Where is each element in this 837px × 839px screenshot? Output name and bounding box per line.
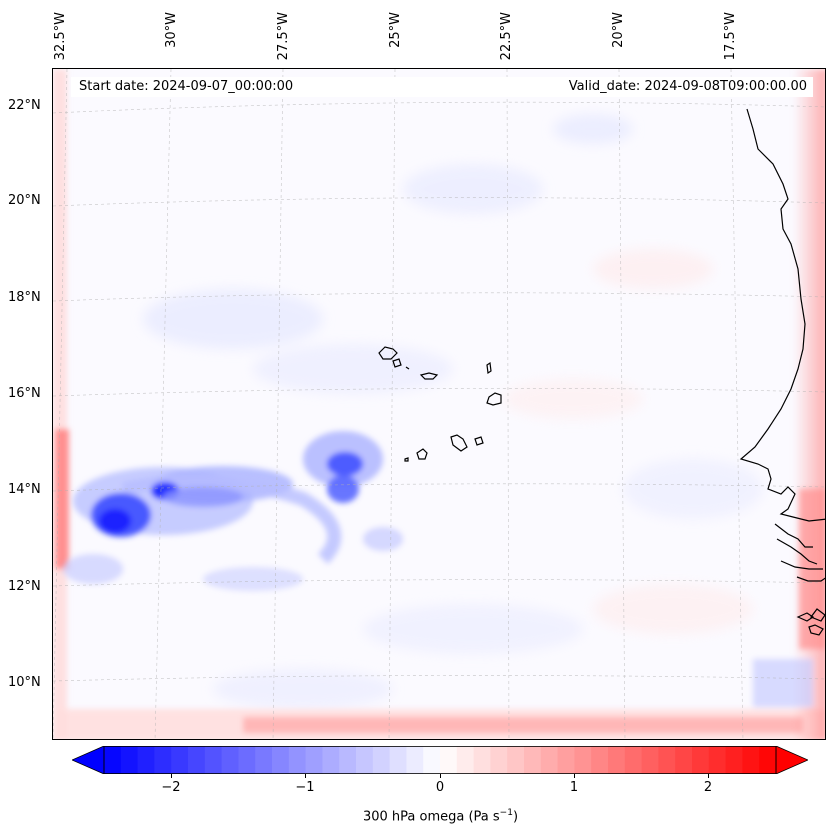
colorbar-cell bbox=[288, 746, 307, 774]
cb-tickmark bbox=[708, 774, 709, 778]
graticule bbox=[53, 69, 825, 739]
colorbar-max-extend bbox=[775, 746, 808, 774]
colorbar-min-extend bbox=[72, 746, 105, 774]
colorbar-label-suffix: ) bbox=[512, 809, 519, 825]
colorbar-cell bbox=[255, 746, 273, 774]
cb-tickmark bbox=[440, 774, 441, 778]
lon-label-17-5w: 17.5°W bbox=[723, 12, 738, 61]
colorbar-cell bbox=[104, 746, 122, 774]
colorbar-cell bbox=[423, 746, 441, 774]
colorbar bbox=[72, 746, 808, 774]
info-banner: Start date: 2024-09-07_00:00:00 Valid_da… bbox=[71, 77, 813, 97]
colorbar-cell bbox=[692, 746, 710, 774]
colorbar-cell bbox=[305, 746, 323, 774]
cb-tickmark bbox=[305, 774, 306, 778]
colorbar-cell bbox=[490, 746, 508, 774]
cb-tick-label: 0 bbox=[435, 780, 445, 795]
colorbar-cell bbox=[540, 746, 559, 774]
colorbar-label: 300 hPa omega (Pa s−1) bbox=[0, 808, 837, 824]
colorbar-cell bbox=[171, 746, 189, 774]
colorbar-cell bbox=[658, 746, 676, 774]
colorbar-cell bbox=[759, 746, 777, 774]
cb-tick-label: −1 bbox=[295, 780, 315, 795]
coastline bbox=[739, 108, 825, 636]
cb-tick-label: −2 bbox=[161, 780, 181, 795]
convective-band bbox=[63, 431, 403, 591]
colorbar-cell bbox=[591, 746, 609, 774]
colorbar-cell bbox=[322, 746, 340, 774]
colorbar-cell bbox=[339, 746, 357, 774]
lat-label-20n: 20°N bbox=[8, 193, 41, 208]
colorbar-label-prefix: 300 hPa omega (Pa s bbox=[362, 809, 500, 825]
colorbar-cell bbox=[221, 746, 239, 774]
valid-date-text: Valid_date: 2024-09-08T09:00:00.00 bbox=[568, 79, 807, 94]
colorbar-cell bbox=[574, 746, 592, 774]
cb-tickmark bbox=[171, 774, 172, 778]
colorbar-cell bbox=[675, 746, 693, 774]
colorbar-cell bbox=[389, 746, 407, 774]
lon-label-30w: 30°W bbox=[164, 12, 179, 48]
lat-label-22n: 22°N bbox=[8, 98, 41, 113]
colorbar-label-exponent: −1 bbox=[499, 808, 513, 818]
colorbar-cell bbox=[356, 746, 374, 774]
colorbar-cell bbox=[204, 746, 223, 774]
colorbar-cell bbox=[456, 746, 475, 774]
colorbar-cell bbox=[238, 746, 256, 774]
colorbar-cell bbox=[137, 746, 155, 774]
start-date-text: Start date: 2024-09-07_00:00:00 bbox=[79, 79, 294, 94]
lat-label-18n: 18°N bbox=[8, 290, 41, 305]
lon-label-25w: 25°W bbox=[388, 12, 403, 48]
lat-label-14n: 14°N bbox=[8, 482, 41, 497]
lat-label-12n: 12°N bbox=[8, 579, 41, 594]
colorbar-cell bbox=[725, 746, 743, 774]
colorbar-cell bbox=[473, 746, 491, 774]
colorbar-cell bbox=[641, 746, 659, 774]
map-panel[interactable]: Start date: 2024-09-07_00:00:00 Valid_da… bbox=[52, 68, 826, 740]
colorbar-cell bbox=[708, 746, 727, 774]
colorbar-cell bbox=[608, 746, 626, 774]
colorbar-cell bbox=[120, 746, 139, 774]
colorbar-cell bbox=[188, 746, 206, 774]
colorbar-cell bbox=[272, 746, 290, 774]
colorbar-cell bbox=[440, 746, 458, 774]
colorbar-cell bbox=[154, 746, 172, 774]
lon-label-22-5w: 22.5°W bbox=[499, 12, 514, 61]
colorbar-cell bbox=[406, 746, 424, 774]
colorbar-cell bbox=[524, 746, 542, 774]
cb-tickmark bbox=[574, 774, 575, 778]
background-anomalies bbox=[143, 114, 763, 709]
cape-verde-islands bbox=[378, 346, 502, 462]
colorbar-cell bbox=[742, 746, 760, 774]
lat-label-10n: 10°N bbox=[8, 675, 41, 690]
lon-label-32-5w: 32.5°W bbox=[53, 12, 68, 61]
colorbar-cell bbox=[557, 746, 575, 774]
lon-label-20w: 20°W bbox=[611, 12, 626, 48]
colorbar-cell bbox=[624, 746, 643, 774]
lat-label-16n: 16°N bbox=[8, 386, 41, 401]
lon-label-27-5w: 27.5°W bbox=[276, 12, 291, 61]
cb-tick-label: 1 bbox=[569, 780, 579, 795]
colorbar-cell bbox=[507, 746, 525, 774]
cb-tick-label: 2 bbox=[703, 780, 713, 795]
colorbar-cell bbox=[372, 746, 391, 774]
omega-field-map bbox=[53, 69, 825, 739]
